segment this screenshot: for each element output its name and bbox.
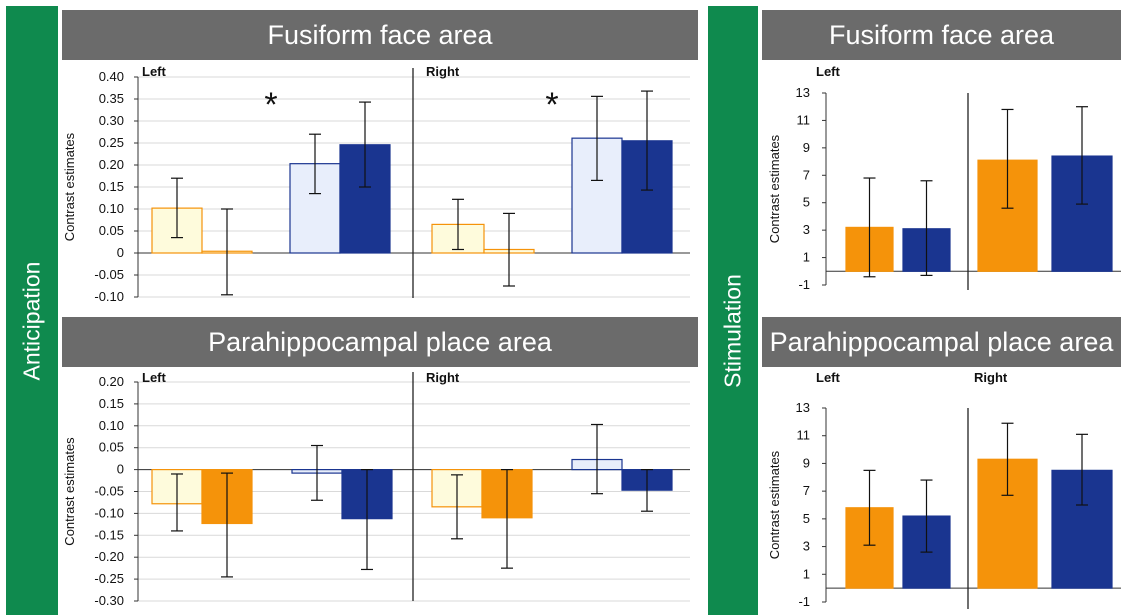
stim_ffa-ytick-label: -1 xyxy=(798,277,810,292)
stim_ffa-ytick-label: 11 xyxy=(797,112,811,127)
stim-ffa-banner: Fusiform face area xyxy=(762,10,1121,60)
stim_ffa-ytick-label: 1 xyxy=(803,250,810,265)
ant-ppa-banner: Parahippocampal place area xyxy=(62,317,698,367)
ant_ppa-panel-label: Left xyxy=(142,370,167,385)
ant_ppa-ytick-label: 0.20 xyxy=(99,374,124,389)
ant_ppa-ytick-label: 0.10 xyxy=(99,418,124,433)
ant_ppa-ytick-label: 0.05 xyxy=(99,440,124,455)
ant_ffa-ytick-label: -0.10 xyxy=(94,289,124,304)
ant_ffa-ytick-label: -0.05 xyxy=(94,267,124,282)
ant_ppa-ytick-label: -0.25 xyxy=(94,571,124,586)
ant_ppa-ylabel: Contrast estimates xyxy=(62,437,77,546)
stim_ffa-panel-label: Left xyxy=(816,64,841,79)
stim_ppa-ytick-label: 7 xyxy=(803,483,810,498)
ant_ppa-ytick-label: -0.10 xyxy=(94,505,124,520)
stim_ppa-ytick-label: 11 xyxy=(797,428,811,443)
ant_ffa-panel-label: Left xyxy=(142,64,167,79)
ant_ppa-ytick-label: -0.30 xyxy=(94,593,124,608)
ant_ppa-ytick-label: 0.15 xyxy=(99,396,124,411)
stim_ppa-ytick-label: 3 xyxy=(803,539,810,554)
stim_ffa-ylabel: Contrast estimates xyxy=(767,134,782,243)
ant_ffa-ytick-label: 0.40 xyxy=(99,69,124,84)
ant_ffa-significance-star: * xyxy=(264,86,277,124)
stim_ffa-ytick-label: 13 xyxy=(796,85,810,100)
ant_ffa-ytick-label: 0.25 xyxy=(99,135,124,150)
ant_ppa-ytick-label: 0 xyxy=(117,462,124,477)
stim_ppa-ylabel: Contrast estimates xyxy=(767,450,782,559)
stim_ppa-panel-label: Right xyxy=(974,370,1008,385)
stim_ffa-ytick-label: 5 xyxy=(803,195,810,210)
ant_ffa-ytick-label: 0.30 xyxy=(99,113,124,128)
ant_ffa-panel-label: Right xyxy=(426,64,460,79)
stim_ppa-ytick-label: 5 xyxy=(803,511,810,526)
ant_ffa-significance-star: * xyxy=(545,86,558,124)
stimulation-sidebar: Stimulation xyxy=(708,6,758,615)
ant_ppa-ytick-label: -0.15 xyxy=(94,527,124,542)
stim_ppa-ytick-label: 9 xyxy=(803,455,810,470)
ant_ffa-ylabel: Contrast estimates xyxy=(62,132,77,241)
ant_ffa-ytick-label: 0.35 xyxy=(99,91,124,106)
stim_ffa-ytick-label: 7 xyxy=(803,167,810,182)
stim_ffa-ytick-label: 9 xyxy=(803,140,810,155)
ant_ppa-ytick-label: -0.20 xyxy=(94,549,124,564)
ant_ffa-ytick-label: 0 xyxy=(117,245,124,260)
ant_ffa-ytick-label: 0.15 xyxy=(99,179,124,194)
ant_ppa-ytick-label: -0.05 xyxy=(94,484,124,499)
stim-ppa-banner: Parahippocampal place area xyxy=(762,317,1121,367)
stim_ffa-ytick-label: 3 xyxy=(803,222,810,237)
ant_ffa-ytick-label: 0.05 xyxy=(99,223,124,238)
ant_ppa-panel-label: Right xyxy=(426,370,460,385)
anticipation-sidebar: Anticipation xyxy=(6,6,58,615)
stim_ppa-ytick-label: -1 xyxy=(798,594,810,609)
ant_ffa-ytick-label: 0.10 xyxy=(99,201,124,216)
ant-ffa-banner: Fusiform face area xyxy=(62,10,698,60)
ant_ffa-ytick-label: 0.20 xyxy=(99,157,124,172)
stim_ppa-ytick-label: 1 xyxy=(803,566,810,581)
stim_ppa-panel-label: Left xyxy=(816,370,841,385)
stim_ppa-ytick-label: 13 xyxy=(796,400,810,415)
